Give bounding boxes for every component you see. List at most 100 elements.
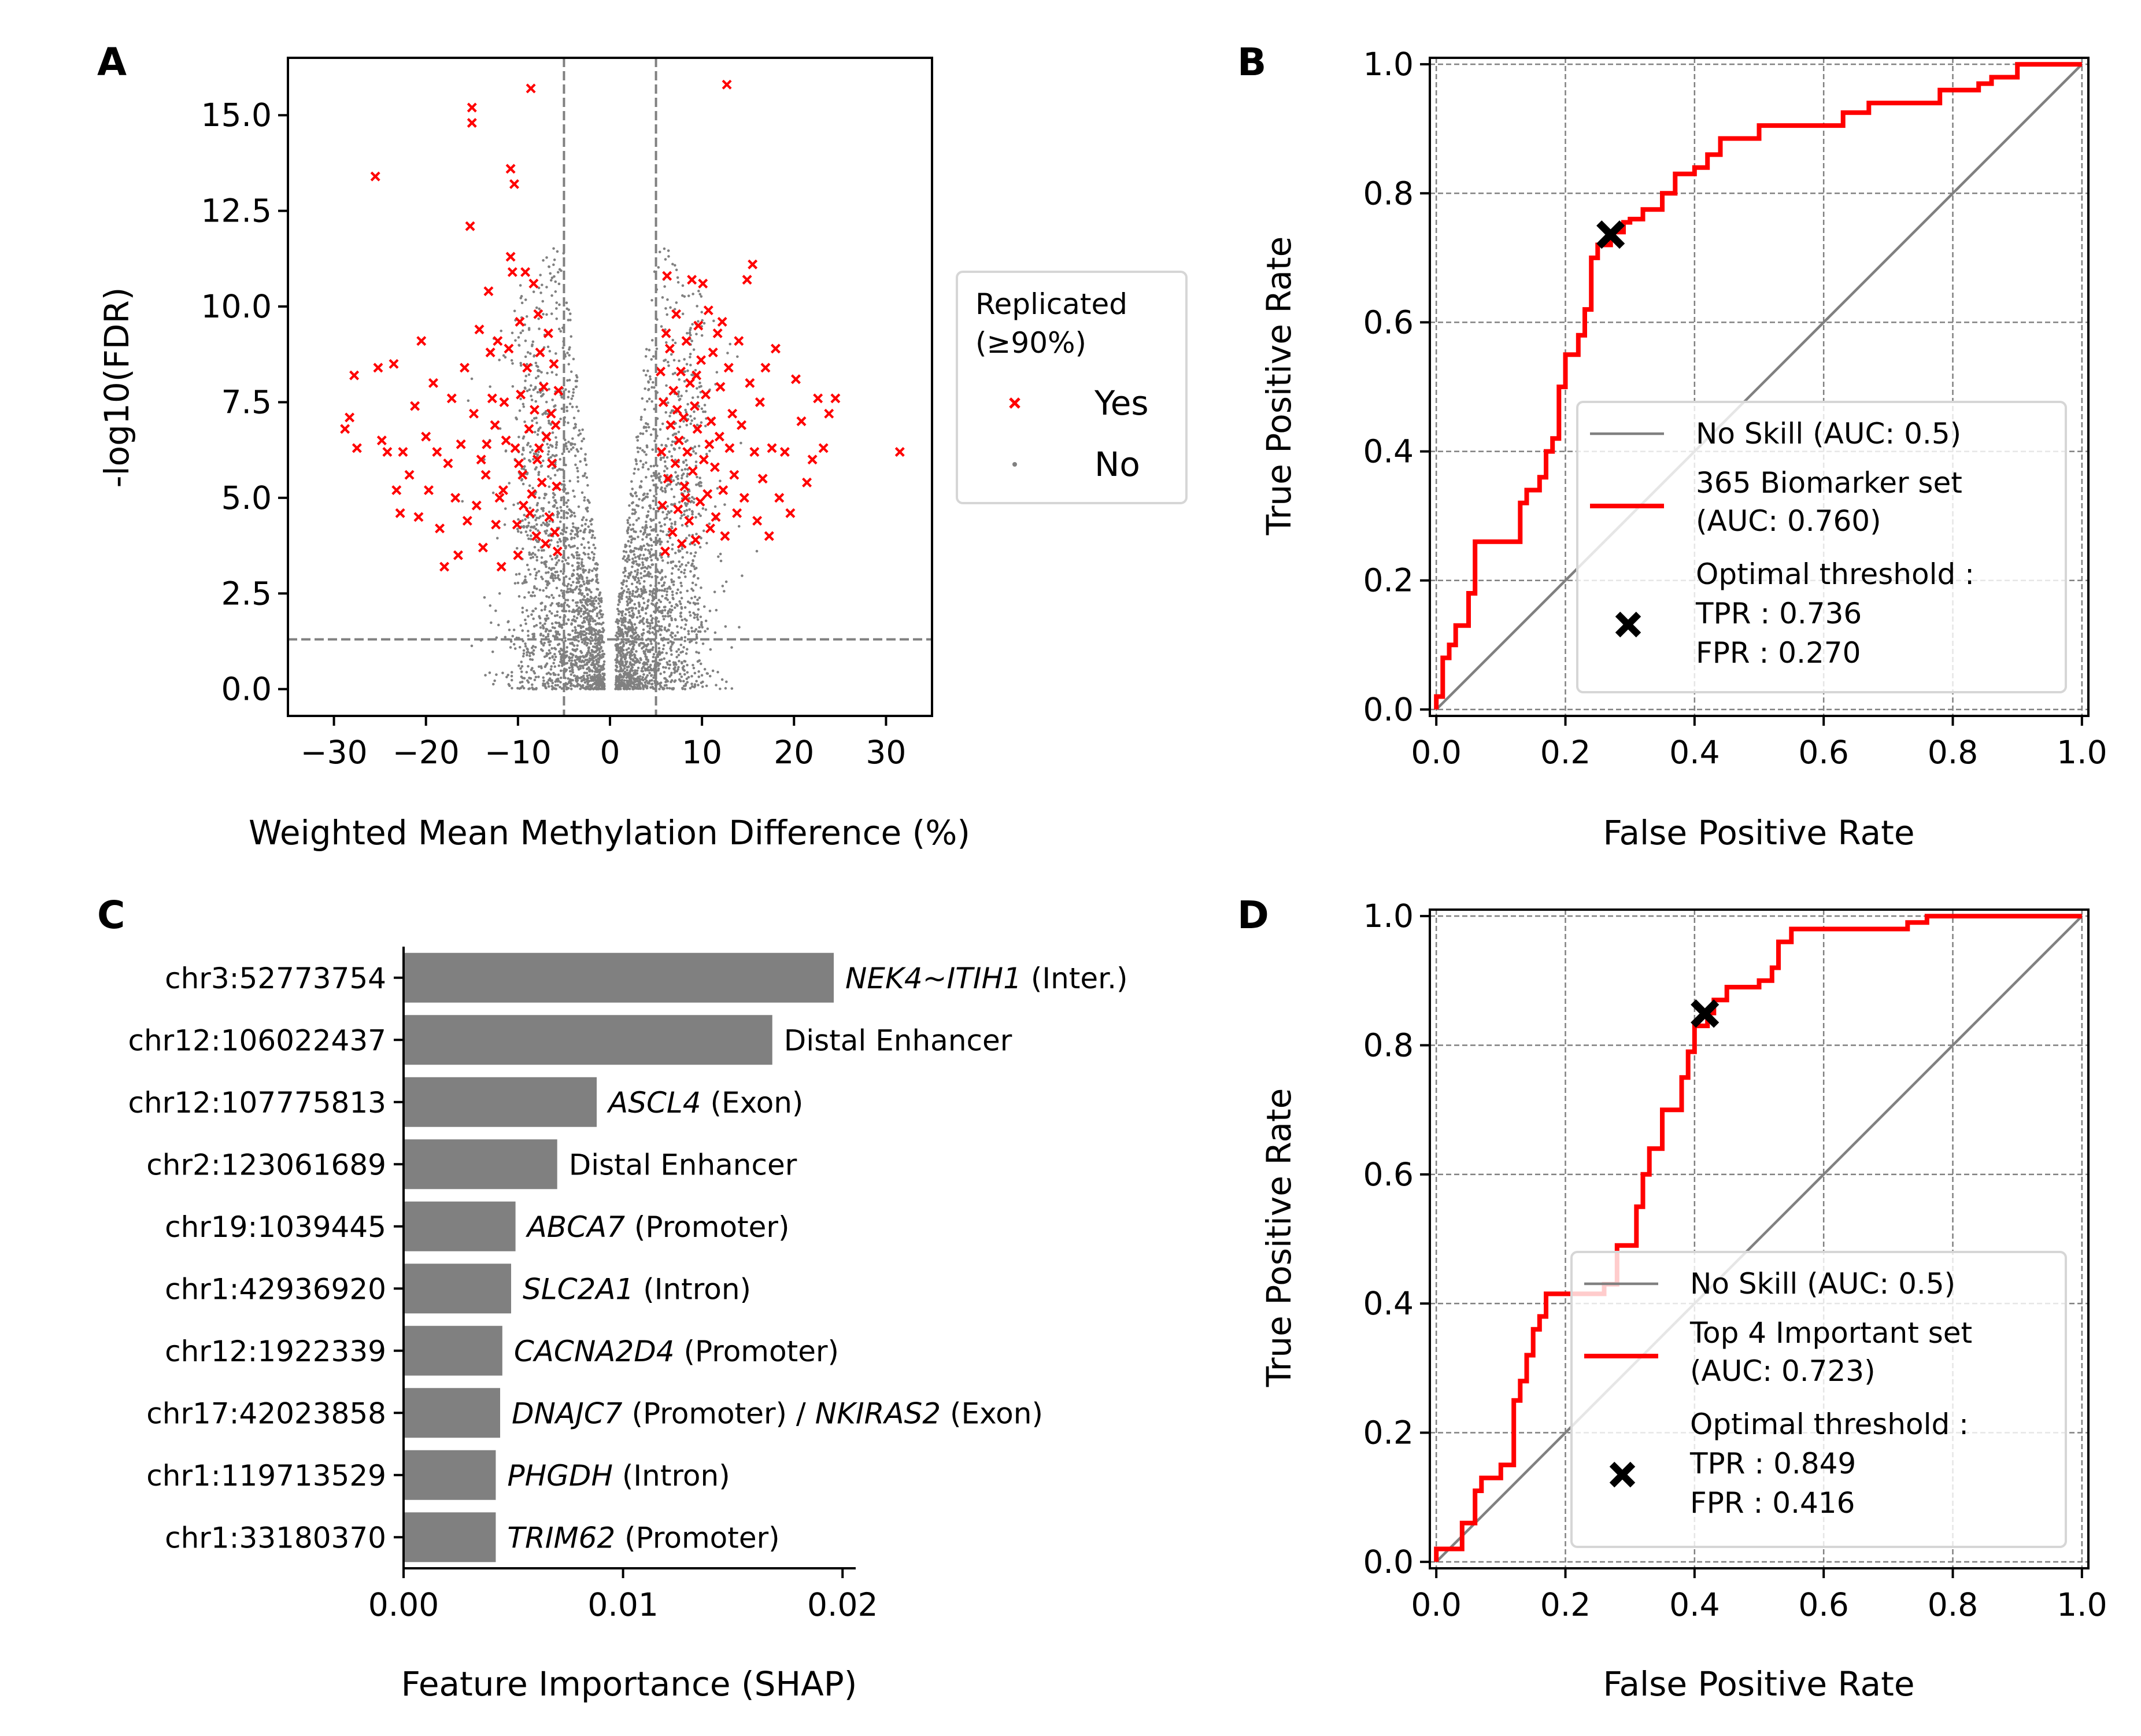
y-tick-label: 1.0 (1363, 897, 1414, 935)
no-skill-line (1435, 915, 2083, 1563)
scatter-point-yes (737, 420, 747, 430)
scatter-point-yes (693, 320, 704, 331)
legend-marker-no (1012, 462, 1017, 467)
scatter-point-yes (715, 382, 726, 392)
scatter-point-yes (704, 439, 715, 449)
scatter-point-yes (370, 171, 380, 182)
scatter-point-yes (552, 546, 563, 556)
scatter-point-yes (757, 474, 768, 484)
bar-annotation: ASCL4 (Exon) (607, 1086, 803, 1120)
scatter-point-yes (533, 309, 543, 319)
y-tick-label: 0.8 (1363, 1027, 1414, 1064)
scatter-point-yes (476, 455, 486, 465)
y-axis-label: True Positive Rate (1259, 237, 1299, 536)
scatter-point-yes (496, 562, 506, 572)
bar (404, 1325, 502, 1376)
legend-title: (≥90%) (975, 326, 1086, 360)
x-tick-label: −30 (301, 734, 368, 771)
x-tick-label: 0.2 (1540, 734, 1591, 771)
y-tick-label: 0.0 (221, 671, 272, 708)
panel-letter-d: D (1237, 893, 1269, 937)
legend-label-yes: Yes (1094, 383, 1149, 423)
y-tick-label: 7.5 (221, 383, 272, 420)
scatter-point-yes (729, 470, 739, 480)
y-tick-label: 0.8 (1363, 175, 1414, 212)
scatter-point-yes (512, 519, 522, 530)
scatter-point-yes (483, 286, 494, 297)
y-tick-label: chr17:42023858 (146, 1397, 386, 1430)
legend-label-no-skill: No Skill (AUC: 0.5) (1696, 417, 1961, 450)
scatter-point-yes (467, 117, 477, 128)
scatter-point-yes (724, 443, 735, 453)
scatter-point-yes (662, 271, 672, 281)
x-tick-label: 0.4 (1669, 734, 1720, 771)
roc-curve-line (1434, 914, 2082, 1562)
scatter-point-yes (749, 446, 760, 457)
scatter-point-yes (518, 500, 528, 511)
scatter-point-yes (478, 542, 488, 553)
x-tick-label: 0.8 (1928, 1586, 1978, 1623)
optimal-threshold-marker (1691, 999, 1720, 1028)
scatter-point-yes (432, 446, 442, 457)
scatter-point-yes (522, 363, 533, 373)
scatter-point-yes (674, 435, 684, 446)
x-tick-label: 1.0 (2057, 1586, 2107, 1623)
scatter-point-yes (830, 393, 841, 404)
scatter-point-yes (491, 519, 501, 530)
scatter-point-yes (541, 431, 552, 442)
scatter-point-yes (450, 493, 461, 503)
scatter-point-yes (376, 435, 387, 446)
scatter-point-yes (395, 508, 405, 518)
scatter-point-yes (745, 378, 755, 388)
scatter-point-yes (690, 535, 701, 545)
x-tick-label: 10 (682, 734, 722, 771)
x-tick-label: 0.0 (1411, 1586, 1461, 1623)
axes-frame (402, 947, 856, 1569)
legend: No Skill (AUC: 0.5) Top 4 Important set (… (1570, 1251, 2067, 1548)
legend-box (1576, 401, 2067, 693)
scatter-point-yes (802, 477, 812, 487)
scatter-point-yes (796, 416, 807, 427)
grid (1430, 58, 2088, 716)
scatter-point-yes (535, 347, 545, 357)
scatter-point-yes (505, 252, 516, 262)
scatter-point-yes (767, 443, 777, 453)
scatter-point-yes (541, 538, 551, 549)
legend-box (956, 271, 1188, 504)
scatter-point-yes (712, 328, 723, 338)
scatter-point-yes (526, 83, 536, 94)
scatter-point-yes (656, 367, 666, 377)
bar (404, 1512, 496, 1563)
y-tick-label: chr12:106022437 (128, 1024, 386, 1057)
scatter-point-yes (755, 397, 765, 407)
grid (1430, 910, 2088, 1568)
scatter-point-yes (446, 393, 457, 404)
x-axis-label: False Positive Rate (1603, 813, 1914, 852)
scatter-point-yes (785, 508, 796, 518)
bar-annotation: PHGDH (Intron) (507, 1459, 730, 1493)
roc-curve-top4-important: 0.0 0.0 0.2 0.2 0.4 0.4 0.6 0.6 0.8 0.8 1.0 1.0 Fal… (1259, 897, 2107, 1704)
threshold-lines (288, 58, 932, 716)
legend-box (1570, 1251, 2067, 1548)
y-tick-label: 12.5 (201, 193, 272, 230)
x-axis-label: False Positive Rate (1603, 1664, 1914, 1704)
legend-label-optimal: Optimal threshold : (1690, 1408, 1969, 1441)
scatter-point-yes (349, 370, 360, 381)
scatter-point-yes (443, 458, 453, 468)
scatter-point-yes (501, 435, 511, 446)
y-tick-label: 0.0 (1363, 691, 1414, 728)
legend-label-fpr: FPR : 0.270 (1696, 636, 1861, 670)
scatter-point-yes (549, 359, 559, 369)
scatter-point-yes (692, 424, 702, 434)
x-tick-label: −20 (393, 734, 460, 771)
plot-frame (1429, 57, 2090, 717)
scatter-point-yes (658, 397, 668, 407)
scatter-point-yes (664, 343, 675, 354)
legend-label-roc: 365 Biomarker set (1696, 466, 1962, 500)
scatter-point-yes (413, 512, 424, 522)
legend-label-roc-auc: (AUC: 0.760) (1696, 504, 1881, 538)
axes-frame (1429, 908, 2090, 1569)
scatter-point-yes (720, 531, 730, 541)
legend-label-optimal: Optimal threshold : (1696, 557, 1974, 591)
scatter-point-yes (471, 500, 482, 511)
